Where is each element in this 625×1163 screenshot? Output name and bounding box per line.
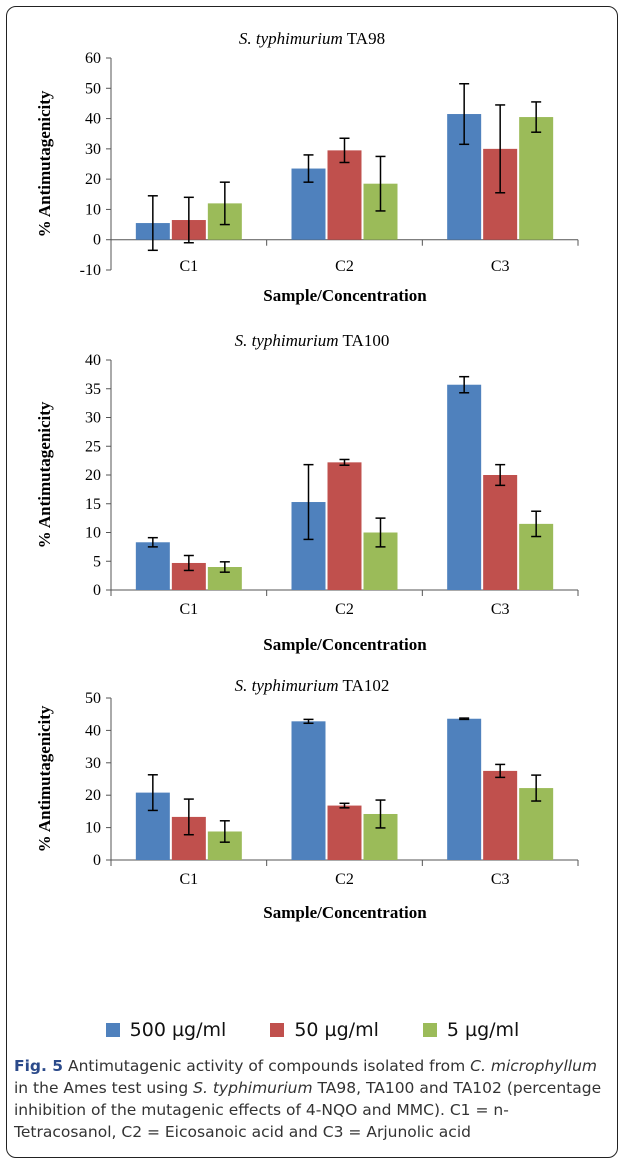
bar-c3-5 — [519, 117, 554, 240]
legend-swatch — [105, 1023, 120, 1037]
caption-text-3: TA98, TA100 and TA102 (percentage inhibi… — [14, 1079, 602, 1141]
y-tick-label: 40 — [85, 722, 101, 739]
y-tick-label: 10 — [85, 525, 101, 542]
x-tick-label: C2 — [335, 258, 354, 275]
y-tick-label: 30 — [85, 410, 101, 427]
bar-c2-500 — [291, 721, 326, 860]
chart-panel-1: S. typhimurium TA98 -10 0 10 20 30 40 50 60 C1 C2 C3… — [35, 29, 579, 305]
chart-title-species: S. typhimurium — [239, 29, 343, 48]
legend-swatch — [270, 1023, 285, 1037]
y-tick-label: 20 — [85, 467, 101, 484]
y-tick-label: 5 — [93, 553, 101, 570]
bar-c3-50 — [483, 475, 518, 590]
legend-swatch — [422, 1023, 437, 1037]
legend-label: 5 µg/ml — [446, 1019, 520, 1041]
y-axis-label: % Antimutagenicity — [35, 401, 54, 548]
bar-c1-5 — [207, 567, 242, 590]
chart-title: S. typhimurium TA102 — [235, 676, 390, 695]
bar-c1-500 — [135, 542, 170, 590]
y-tick-label: 40 — [85, 352, 101, 369]
bar-c3-50 — [483, 770, 518, 860]
caption-species-1: C. microphyllum — [470, 1057, 598, 1075]
x-tick-label: C1 — [179, 601, 198, 618]
y-tick-label: 20 — [85, 787, 101, 804]
y-tick-label: 35 — [85, 381, 101, 398]
chart-title: S. typhimurium TA100 — [235, 331, 390, 350]
chart-title-strain: TA100 — [343, 331, 390, 350]
y-tick-label: 30 — [85, 755, 101, 772]
legend-item-50: 50 µg/ml — [270, 1019, 379, 1041]
x-axis-label: Sample/Concentration — [263, 903, 427, 922]
x-tick-label: C3 — [491, 871, 510, 888]
bar-c2-50 — [327, 150, 362, 240]
x-tick-label: C3 — [491, 258, 510, 275]
caption-text-1: Antimutagenic activity of compounds isol… — [63, 1057, 471, 1075]
bar-c2-50 — [327, 805, 362, 860]
x-tick-label: C3 — [491, 601, 510, 618]
y-tick-label: 15 — [85, 496, 101, 513]
chart-panel-2: S. typhimurium TA100 0 5 10 15 20 25 30 35 40 C1 C2 C… — [35, 331, 579, 654]
legend-label: 500 µg/ml — [129, 1019, 227, 1041]
chart-title: S. typhimurium TA98 — [239, 29, 385, 48]
figure-caption: Fig. 5 Antimutagenic activity of compoun… — [14, 1055, 604, 1143]
bar-c3-500 — [447, 718, 482, 860]
y-tick-label: -10 — [80, 262, 101, 279]
y-tick-label: 50 — [85, 690, 101, 707]
x-tick-label: C2 — [335, 601, 354, 618]
y-tick-label: 10 — [85, 820, 101, 837]
bar-c2-50 — [327, 462, 362, 590]
chart-title-strain: TA102 — [343, 676, 390, 695]
x-tick-label: C1 — [179, 258, 198, 275]
y-tick-label: 20 — [85, 171, 101, 188]
y-tick-label: 50 — [85, 80, 101, 97]
y-tick-label: 40 — [85, 111, 101, 128]
x-tick-label: C1 — [179, 871, 198, 888]
legend-label: 50 µg/ml — [294, 1019, 379, 1041]
chart-panel-3: S. typhimurium TA102 0 10 20 30 40 50 C1 C2 C3 Samp… — [35, 676, 579, 922]
y-tick-label: 25 — [85, 438, 101, 455]
legend: 500 µg/ml 50 µg/ml 5 µg/ml — [0, 1010, 625, 1050]
chart-title-species: S. typhimurium — [235, 331, 339, 350]
y-axis-label: % Antimutagenicity — [35, 705, 54, 852]
y-tick-label: 30 — [85, 141, 101, 158]
chart-title-strain: TA98 — [347, 29, 385, 48]
x-axis-label: Sample/Concentration — [263, 635, 427, 654]
y-tick-label: 0 — [93, 582, 101, 599]
y-tick-label: 10 — [85, 201, 101, 218]
y-tick-label: 0 — [93, 852, 101, 869]
caption-species-2: S. typhimurium — [193, 1079, 313, 1097]
y-tick-label: 60 — [85, 50, 101, 67]
legend-item-5: 5 µg/ml — [422, 1019, 520, 1041]
y-tick-label: 0 — [93, 232, 101, 249]
x-tick-label: C2 — [335, 871, 354, 888]
y-axis-label: % Antimutagenicity — [35, 90, 54, 237]
caption-text-2: in the Ames test using — [14, 1079, 194, 1097]
x-axis-label: Sample/Concentration — [263, 286, 427, 305]
bar-c3-500 — [447, 384, 482, 590]
chart-title-species: S. typhimurium — [235, 676, 339, 695]
caption-fig-label: Fig. 5 — [14, 1057, 64, 1075]
legend-item-500: 500 µg/ml — [105, 1019, 227, 1041]
